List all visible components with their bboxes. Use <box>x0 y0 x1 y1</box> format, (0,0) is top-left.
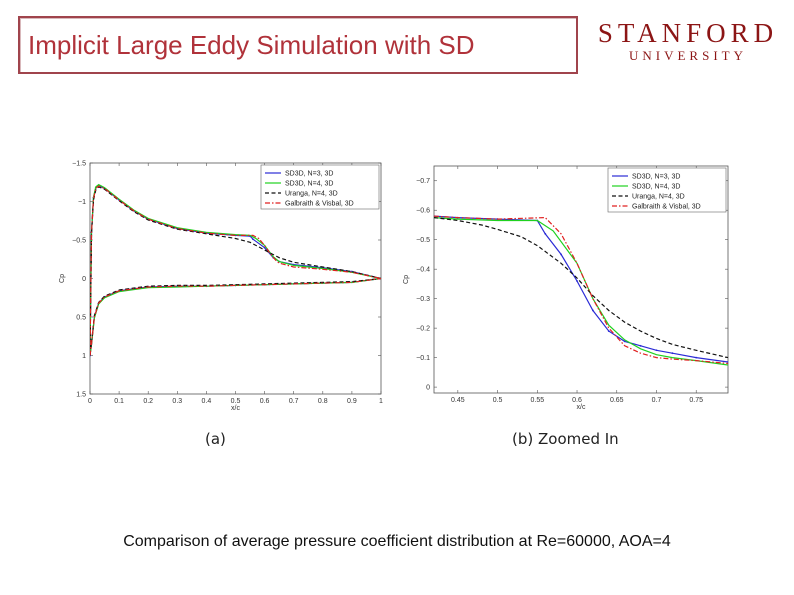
x-tick-label: 0.6 <box>260 398 270 405</box>
x-tick-label: 0.3 <box>172 398 182 405</box>
series-point-0 <box>560 253 563 256</box>
figure-caption: Comparison of average pressure coefficie… <box>123 533 671 550</box>
cp-zoomed-chart: 0.45 0.5 0.55 0.6 0.65 0.7 0.75 −0.7 −0.6 −0.5 −0.… <box>403 165 729 411</box>
series-point-0 <box>544 232 547 235</box>
x-tick-label: 0.2 <box>143 398 153 405</box>
legend-label: Uranga, N=4, 3D <box>632 194 685 201</box>
y-tick-label: −1 <box>78 199 86 206</box>
y-tick-label: −0.2 <box>416 326 430 333</box>
y-tick-label: −0.5 <box>416 237 430 244</box>
legend-box <box>607 167 727 213</box>
series-point-0 <box>695 356 698 359</box>
series-line-2 <box>90 277 381 356</box>
x-tick-label: 0.6 <box>572 397 582 404</box>
title-box: Implicit Large Eddy Simulation with SD <box>18 16 578 74</box>
y-tick-label: −0.1 <box>416 355 430 362</box>
figure-b-label: (b) Zoomed In <box>512 430 619 448</box>
y-tick-label: 1.5 <box>76 392 86 399</box>
y-tick-label: 0 <box>426 385 430 392</box>
y-tick-label: 1 <box>82 353 86 360</box>
y-tick-label: −0.7 <box>416 178 430 185</box>
series-line-2 <box>434 217 728 359</box>
legend-label: Uranga, N=4, 3D <box>285 191 338 198</box>
x-tick-label: 1 <box>379 398 383 405</box>
cp-full-chart: 0 0.1 0.2 0.3 0.4 0.5 0.6 0.7 0.8 0.9 1 −1.5 −1 −0.5 0… <box>59 161 383 413</box>
series-point-0 <box>639 344 642 347</box>
series-point-0 <box>252 238 254 241</box>
x-tick-label: 0.65 <box>610 397 624 404</box>
x-tick-label: 0.75 <box>689 397 703 404</box>
y-axis-label: Cp <box>59 274 66 283</box>
legend-label: SD3D, N=4, 3D <box>632 184 680 191</box>
x-tick-label: 0 <box>88 398 92 405</box>
series-point-0 <box>592 309 594 312</box>
x-tick-label: 0.55 <box>530 397 544 404</box>
y-tick-label: −0.5 <box>72 238 86 245</box>
x-tick-label: 0.7 <box>652 397 662 404</box>
series-point-0 <box>671 352 674 355</box>
x-tick-label: 0.4 <box>202 398 212 405</box>
series-line-3 <box>90 277 381 356</box>
series-point-0 <box>263 246 266 249</box>
y-tick-label: −0.4 <box>416 267 430 274</box>
series-line-1 <box>434 217 728 366</box>
x-tick-label: 0.5 <box>231 398 241 405</box>
legend-label: Galbraith & Visbal, 3D <box>632 204 701 211</box>
x-axis-label: x/c <box>231 405 240 412</box>
x-tick-label: 0.9 <box>347 398 357 405</box>
series-point-0 <box>576 280 578 282</box>
series-point-0 <box>655 349 658 352</box>
x-tick-label: 0.8 <box>318 398 328 405</box>
y-tick-label: 0 <box>82 276 86 283</box>
legend-label: SD3D, N=4, 3D <box>285 181 333 188</box>
legend-box <box>260 164 380 210</box>
legend-label: SD3D, N=3, 3D <box>285 171 333 178</box>
y-tick-label: 0.5 <box>76 315 86 322</box>
logo-wordmark: STANFORD <box>597 18 779 48</box>
logo-subtitle: UNIVERSITY <box>629 48 747 63</box>
series-line-1 <box>90 183 381 356</box>
series-point-0 <box>623 340 626 343</box>
figure-a-label: (a) <box>205 430 226 448</box>
y-tick-label: −1.5 <box>72 161 86 168</box>
series-line-3 <box>90 185 381 356</box>
stanford-logo: STANFORD UNIVERSITY <box>590 18 786 64</box>
chart-legend: SD3D, N=3, 3D SD3D, N=4, 3D Uranga, N=4, 3… <box>260 164 380 210</box>
y-tick-label: −0.6 <box>416 208 430 215</box>
y-tick-label: −0.3 <box>416 296 430 303</box>
legend-label: Galbraith & Visbal, 3D <box>285 201 354 208</box>
y-axis-label: Cp <box>403 275 410 284</box>
x-tick-label: 0.1 <box>114 398 124 405</box>
x-tick-label: 0.5 <box>493 397 503 404</box>
x-tick-label: 0.7 <box>289 398 299 405</box>
chart-legend: SD3D, N=3, 3D SD3D, N=4, 3D Uranga, N=4, 3… <box>607 167 727 213</box>
x-axis-label: x/c <box>577 404 586 411</box>
slide-title: Implicit Large Eddy Simulation with SD <box>28 29 475 60</box>
legend-label: SD3D, N=3, 3D <box>632 174 680 181</box>
series-line-3 <box>434 215 728 365</box>
x-tick-label: 0.45 <box>451 397 465 404</box>
series-point-0 <box>727 361 728 363</box>
series-point-0 <box>607 330 610 332</box>
